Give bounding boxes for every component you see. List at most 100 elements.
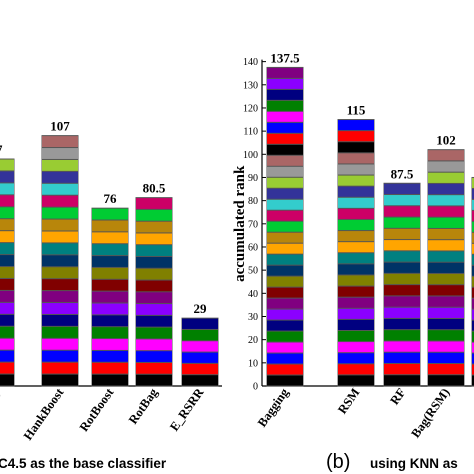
bar-segment [42, 350, 78, 362]
bar-segment [136, 351, 172, 362]
bar-segment [136, 304, 172, 315]
panel-a: 97 g(RSM) 107 HankBoost 76 RotBoost 80.5 RotBag… [0, 119, 222, 443]
bar-segment [384, 195, 420, 206]
bar-ha [471, 176, 474, 387]
bar-segment [92, 339, 128, 350]
bar-segment [384, 262, 420, 273]
bar-segment [428, 375, 464, 386]
bar-segment [472, 177, 474, 188]
bar-segment [384, 341, 420, 352]
bar-segment [0, 290, 14, 302]
bar-segment [428, 172, 464, 183]
bar-segment [42, 243, 78, 255]
bar-segment [42, 231, 78, 243]
bar-segment [267, 89, 303, 100]
bar-total-label: 102 [436, 133, 456, 148]
bar-segment [92, 279, 128, 291]
caption-b-prefix: (b) [326, 451, 350, 473]
bar-segment [384, 240, 420, 251]
bar-segment [472, 331, 474, 342]
bar-segment [338, 231, 374, 242]
bar-segment [92, 315, 128, 327]
x-tick-label: Bagging [255, 385, 292, 429]
bar-segment [384, 318, 420, 330]
y-tick-label: 80 [248, 196, 258, 207]
bar-segment [338, 308, 374, 319]
bar-segment [267, 133, 303, 144]
bar-segment [472, 265, 474, 276]
bar-segment [428, 285, 464, 296]
bar-total-label: 107 [50, 119, 70, 134]
bar-segment [472, 210, 474, 221]
bar-segment [267, 188, 303, 199]
bar-segment [267, 353, 303, 364]
bar-segment [472, 287, 474, 298]
bar-segment [267, 298, 303, 309]
bar-segment [384, 183, 420, 195]
bar-segment [472, 254, 474, 265]
x-tick-label: RF [387, 385, 408, 407]
y-tick-label: 20 [248, 335, 258, 346]
bar-segment [338, 164, 374, 175]
bar-g-rsm- [0, 158, 15, 387]
bar-segment [428, 150, 464, 161]
bar-segment [92, 374, 128, 386]
bar-segment [0, 350, 14, 362]
bar-segment [472, 375, 474, 386]
bar-segment [42, 183, 78, 195]
bar-segment [428, 341, 464, 352]
bar-segment [384, 285, 420, 296]
bar-segment [136, 198, 172, 209]
bar-segment [338, 253, 374, 264]
bar-outline [181, 317, 219, 387]
bar-segment [384, 296, 420, 307]
bar-segment [136, 280, 172, 292]
bar-segment [428, 206, 464, 217]
bar-segment [136, 221, 172, 233]
bar-segment [384, 363, 420, 375]
bar-segment [136, 327, 172, 339]
bar-segment [267, 232, 303, 243]
bar-segment [338, 275, 374, 286]
bar-segment [472, 353, 474, 364]
bar-segment [136, 292, 172, 304]
bar-segment [472, 199, 474, 210]
bar-segment [136, 339, 172, 351]
bar-segment [92, 232, 128, 244]
bar-segment [428, 318, 464, 330]
bar-segment [384, 217, 420, 228]
bar-segment [472, 243, 474, 254]
bar-segment [42, 374, 78, 386]
bar-segment [136, 256, 172, 268]
bar-segment [338, 120, 374, 131]
bar-segment [182, 375, 218, 386]
bar-segment [42, 338, 78, 350]
bar-segment [384, 352, 420, 363]
bar-segment [0, 278, 14, 290]
bar-segment [0, 207, 14, 219]
bar-segment [384, 228, 420, 240]
bar-segment [42, 159, 78, 171]
bar-segment [338, 142, 374, 153]
bar-segment [136, 245, 172, 256]
bar-segment [428, 251, 464, 262]
bar-segment [0, 231, 14, 243]
y-tick-label: 70 [248, 219, 258, 230]
bar-segment [472, 276, 474, 287]
bar-segment [267, 276, 303, 287]
bar-segment [338, 197, 374, 208]
bar-segment [338, 186, 374, 197]
bar-segment [92, 303, 128, 315]
bar-segment [92, 256, 128, 267]
bar-segment [92, 327, 128, 339]
bar-segment [42, 171, 78, 183]
y-tick-label: 10 [248, 358, 258, 369]
bar-segment [267, 243, 303, 254]
bar-segment [428, 307, 464, 318]
bar-segment [267, 331, 303, 342]
bar-rotboost [91, 207, 129, 387]
bar-segment [384, 307, 420, 318]
x-tick-label: g(RSM) [0, 386, 2, 429]
y-tick-label: 140 [243, 57, 258, 68]
